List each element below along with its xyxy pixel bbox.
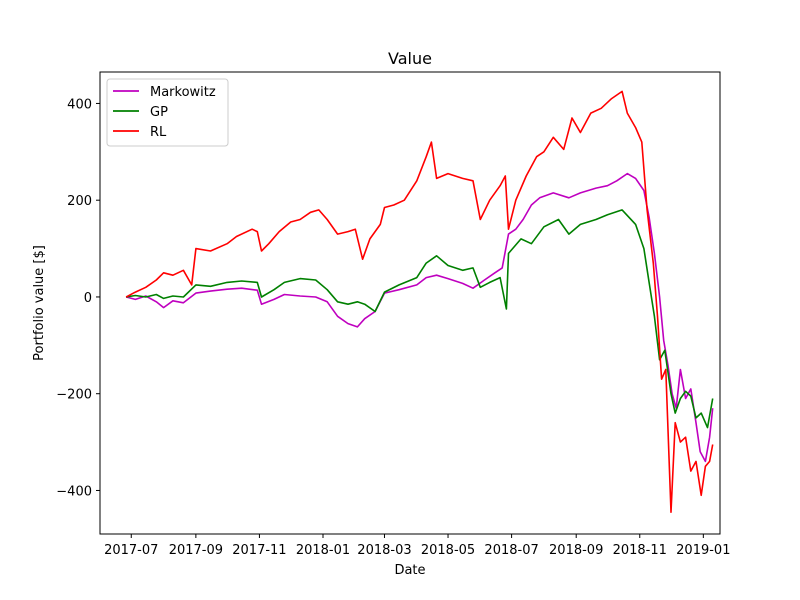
legend: Markowitz GP RL — [106, 78, 229, 147]
series-layer — [125, 90, 714, 514]
legend-label: Markowitz — [150, 85, 216, 100]
x-tick-label: 2018-09 — [549, 543, 603, 558]
x-tick-label: 2018-03 — [357, 543, 411, 558]
y-tick-label: 200 — [67, 194, 92, 209]
x-tick-label: 2017-11 — [232, 543, 286, 558]
y-axis: 400 200 0 −200 −400 — [56, 97, 100, 499]
x-axis: 2017-07 2017-09 2017-11 2018-01 2018-03 2018-… — [104, 534, 730, 558]
y-axis-label: Portfolio value [$] — [32, 245, 47, 361]
series-line-rl — [125, 90, 714, 514]
plot-area-frame — [99, 71, 721, 535]
chart-title: Value — [388, 49, 432, 68]
y-tick-label: 0 — [84, 291, 92, 306]
x-tick-label: 2017-07 — [104, 543, 158, 558]
x-tick-label: 2018-01 — [296, 543, 350, 558]
x-axis-label: Date — [394, 563, 425, 578]
x-tick-label: 2019-01 — [676, 543, 730, 558]
legend-label: RL — [150, 125, 167, 140]
x-tick-label: 2018-07 — [484, 543, 538, 558]
legend-label: GP — [150, 105, 168, 120]
y-tick-label: −200 — [56, 388, 92, 403]
x-tick-label: 2018-11 — [613, 543, 667, 558]
x-tick-label: 2017-09 — [169, 543, 223, 558]
legend-box — [106, 78, 229, 147]
y-tick-label: −400 — [56, 484, 92, 499]
x-tick-label: 2018-05 — [421, 543, 475, 558]
y-tick-label: 400 — [67, 97, 92, 112]
